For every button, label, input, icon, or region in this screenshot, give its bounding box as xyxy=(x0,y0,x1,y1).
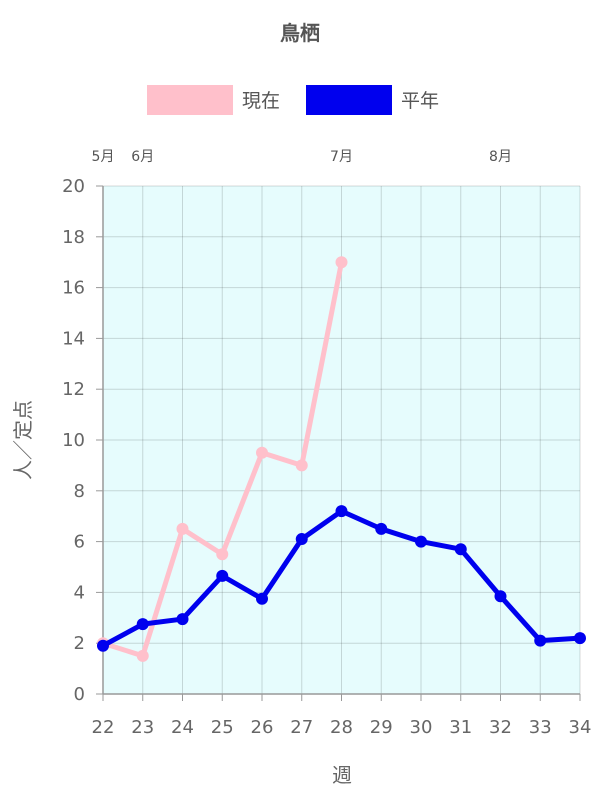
x-tick-label: 27 xyxy=(290,717,313,738)
data-point xyxy=(454,543,467,556)
data-point xyxy=(574,632,586,645)
x-tick-label: 25 xyxy=(211,717,234,738)
chart-title: 鳥栖 xyxy=(280,21,320,45)
month-label: 6月 xyxy=(131,149,154,165)
data-point xyxy=(256,446,268,459)
y-tick-label: 16 xyxy=(62,278,85,299)
month-labels: 5月 6月 7月 8月 xyxy=(92,149,512,165)
y-tick-label: 8 xyxy=(74,481,85,502)
month-label: 7月 xyxy=(330,149,353,165)
data-point xyxy=(295,533,308,546)
data-point xyxy=(256,592,268,605)
data-point xyxy=(136,649,149,662)
x-tick-label: 31 xyxy=(449,717,472,738)
y-tick-label: 6 xyxy=(74,532,85,553)
y-tick-label: 0 xyxy=(74,684,85,705)
x-axis-title: 週 xyxy=(332,763,352,787)
series-現在 xyxy=(97,256,348,662)
legend-label: 平年 xyxy=(401,90,439,112)
data-point xyxy=(415,535,427,548)
x-tick-label: 30 xyxy=(410,717,433,738)
legend-swatch xyxy=(306,85,392,115)
x-tick-labels: 22 23 24 25 26 27 28 29 30 31 32 33 34 xyxy=(92,717,592,738)
x-tick-label: 24 xyxy=(171,717,194,738)
data-point xyxy=(335,256,348,269)
series-layer xyxy=(97,256,586,662)
data-point xyxy=(534,634,547,647)
data-point xyxy=(176,522,189,535)
x-tick-label: 28 xyxy=(330,717,353,738)
data-point xyxy=(97,639,109,652)
grid-lines xyxy=(102,185,581,695)
month-label: 8月 xyxy=(489,149,512,165)
x-tick-label: 34 xyxy=(569,717,592,738)
legend-swatch xyxy=(147,85,233,115)
data-point xyxy=(176,613,189,626)
y-tick-label: 10 xyxy=(62,430,85,451)
y-tick-label: 12 xyxy=(62,379,85,400)
y-tick-label: 4 xyxy=(74,582,85,603)
data-point xyxy=(375,522,388,535)
data-point xyxy=(136,618,149,631)
x-tick-label: 32 xyxy=(489,717,512,738)
x-tick-label: 29 xyxy=(370,717,393,738)
y-tick-label: 18 xyxy=(62,227,85,248)
y-tick-label: 14 xyxy=(62,328,85,349)
y-axis-title: 人／定点 xyxy=(11,400,35,480)
data-point xyxy=(494,590,507,603)
month-label: 5月 xyxy=(92,149,115,165)
y-tick-label: 2 xyxy=(74,633,85,654)
legend: 現在 平年 xyxy=(147,85,439,115)
axes xyxy=(96,185,581,701)
x-tick-label: 23 xyxy=(131,717,154,738)
y-tick-labels: 0 2 4 6 8 10 12 14 16 18 20 xyxy=(62,176,85,705)
x-tick-label: 26 xyxy=(251,717,274,738)
data-point xyxy=(335,505,348,518)
data-point xyxy=(216,569,229,582)
series-平年 xyxy=(97,505,586,652)
x-tick-label: 33 xyxy=(529,717,552,738)
y-tick-label: 20 xyxy=(62,176,85,197)
x-tick-label: 22 xyxy=(92,717,115,738)
data-point xyxy=(295,459,308,472)
legend-label: 現在 xyxy=(242,90,280,112)
data-point xyxy=(216,548,229,561)
